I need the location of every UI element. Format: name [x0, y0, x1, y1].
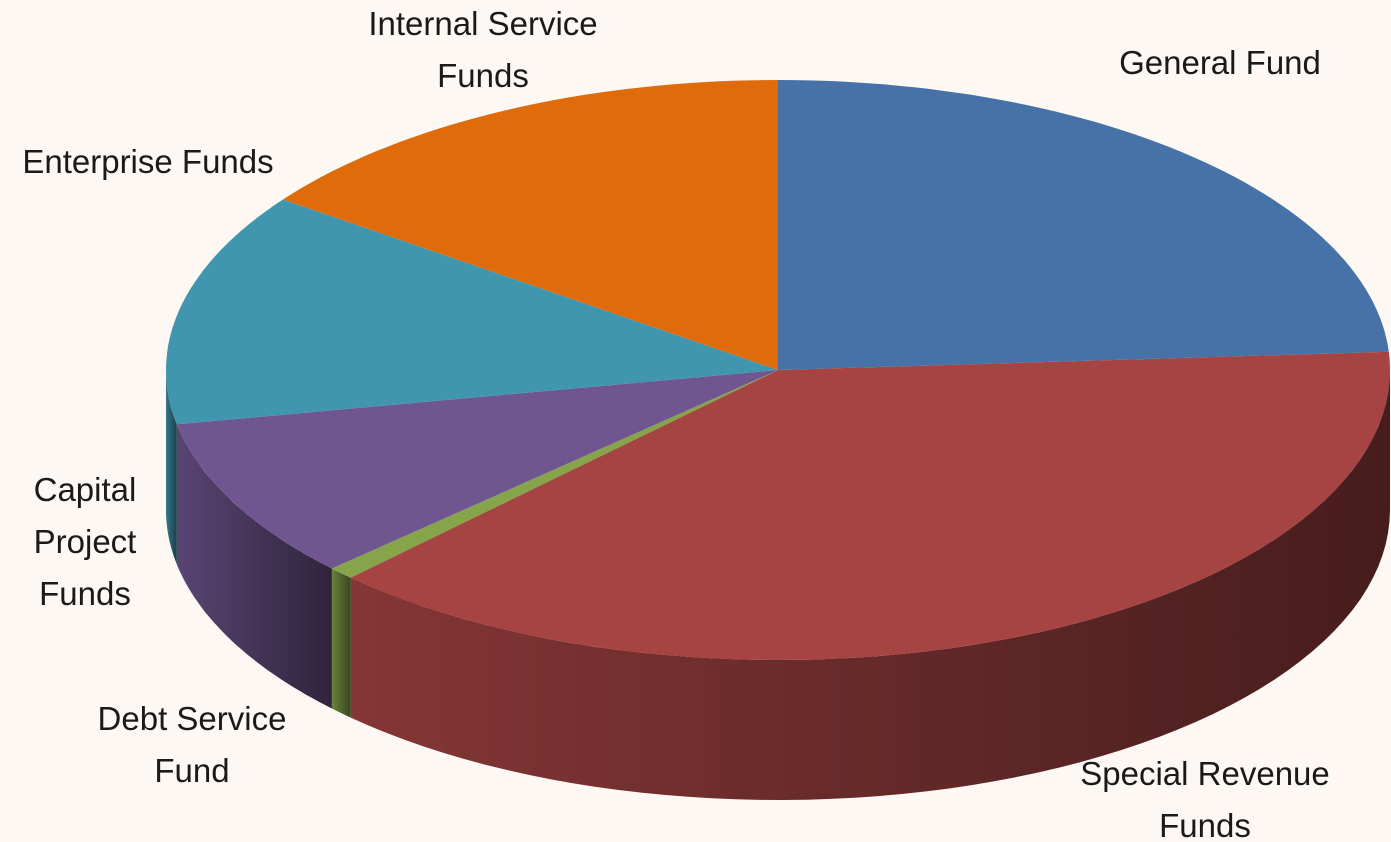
slice-label: General Fund [1119, 44, 1321, 81]
slice [166, 199, 778, 425]
slice [176, 370, 779, 569]
slice [331, 370, 778, 578]
slice-side [350, 370, 1391, 800]
slice-label: Debt Service Fund [97, 700, 287, 789]
slice [778, 80, 1389, 370]
slice-label: Enterprise Funds [22, 143, 274, 180]
slice [282, 80, 778, 370]
slice-side [176, 424, 332, 709]
slice-label: Capital Project Funds [33, 471, 137, 612]
slice-side [166, 370, 177, 565]
slice [350, 351, 1391, 660]
slice-side [331, 568, 351, 718]
slice-label: Special Revenue Funds [1080, 755, 1330, 842]
slice-label: Internal Service Funds [368, 5, 598, 94]
